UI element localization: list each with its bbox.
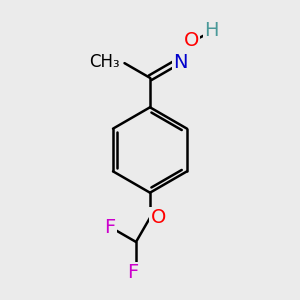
Text: N: N: [173, 53, 188, 72]
Text: O: O: [151, 208, 166, 227]
Text: F: F: [104, 218, 116, 238]
Text: CH₃: CH₃: [89, 53, 120, 71]
Text: O: O: [183, 31, 199, 50]
Text: F: F: [128, 263, 139, 282]
Text: H: H: [205, 21, 219, 40]
